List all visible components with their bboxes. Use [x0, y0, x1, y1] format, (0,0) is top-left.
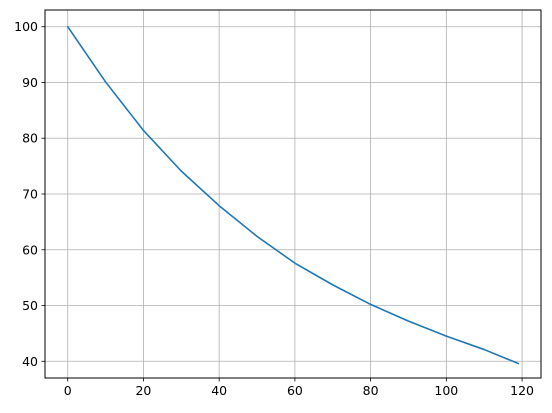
y-tick-label: 50 — [22, 298, 38, 313]
x-tick-label: 120 — [510, 383, 534, 398]
x-tick-label: 100 — [434, 383, 458, 398]
series-line — [66, 25, 520, 365]
x-tick-label: 20 — [135, 383, 151, 398]
x-tick-label: 40 — [211, 383, 227, 398]
grid-lines — [45, 10, 541, 378]
y-tick-label: 40 — [22, 354, 38, 369]
y-tick-label: 60 — [22, 242, 38, 257]
y-tick-label: 80 — [22, 131, 38, 146]
x-tick-label: 80 — [363, 383, 379, 398]
y-axis: 40 50 60 70 80 90 100 — [14, 19, 45, 369]
y-tick-label: 100 — [14, 19, 38, 34]
series-layer — [66, 25, 520, 365]
x-axis: 0 20 40 60 80 100 120 — [64, 378, 534, 398]
x-tick-label: 60 — [287, 383, 303, 398]
y-tick-label: 90 — [22, 75, 38, 90]
x-tick-label: 0 — [64, 383, 72, 398]
y-tick-label: 70 — [22, 187, 38, 202]
